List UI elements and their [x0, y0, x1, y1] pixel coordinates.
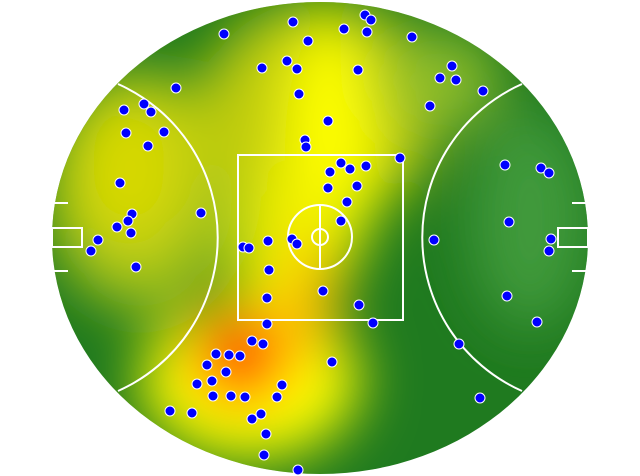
point: [450, 74, 462, 86]
point: [281, 55, 293, 67]
point: [291, 238, 303, 250]
point: [501, 290, 513, 302]
point: [477, 85, 489, 97]
point: [164, 405, 176, 417]
point: [434, 72, 446, 84]
point: [210, 348, 222, 360]
point: [276, 379, 288, 391]
point: [335, 215, 347, 227]
point: [317, 285, 329, 297]
point: [302, 35, 314, 47]
point: [271, 391, 283, 403]
point: [360, 160, 372, 172]
point: [326, 356, 338, 368]
point: [243, 242, 255, 254]
point: [111, 221, 123, 233]
point: [262, 235, 274, 247]
point: [201, 359, 213, 371]
point: [341, 196, 353, 208]
point: [287, 16, 299, 28]
point: [258, 449, 270, 461]
point: [428, 234, 440, 246]
point: [499, 159, 511, 171]
point: [122, 215, 134, 227]
point: [142, 140, 154, 152]
point: [145, 106, 157, 118]
point: [114, 177, 126, 189]
point: [291, 63, 303, 75]
point: [446, 60, 458, 72]
point: [324, 166, 336, 178]
point: [218, 28, 230, 40]
point: [453, 338, 465, 350]
point: [186, 407, 198, 419]
point: [85, 245, 97, 257]
point: [170, 82, 182, 94]
point: [352, 64, 364, 76]
point: [223, 349, 235, 361]
point: [543, 245, 555, 257]
point: [361, 26, 373, 38]
point: [261, 292, 273, 304]
point: [225, 390, 237, 402]
point: [195, 207, 207, 219]
point: [293, 88, 305, 100]
point: [424, 100, 436, 112]
point: [545, 233, 557, 245]
point: [474, 392, 486, 404]
point: [256, 62, 268, 74]
point: [191, 378, 203, 390]
point: [220, 366, 232, 378]
point: [535, 162, 547, 174]
point: [344, 163, 356, 175]
point: [234, 350, 246, 362]
point: [543, 167, 555, 179]
point: [246, 335, 258, 347]
point: [335, 157, 347, 169]
point: [353, 299, 365, 311]
point: [322, 182, 334, 194]
point: [260, 428, 272, 440]
point: [206, 375, 218, 387]
point: [125, 227, 137, 239]
point: [300, 141, 312, 153]
point: [257, 338, 269, 350]
point: [531, 316, 543, 328]
point: [394, 152, 406, 164]
point: [158, 126, 170, 138]
point: [255, 408, 267, 420]
point: [261, 318, 273, 330]
point: [118, 104, 130, 116]
point: [503, 216, 515, 228]
point: [292, 464, 304, 476]
point: [239, 391, 251, 403]
point: [406, 31, 418, 43]
point: [246, 413, 258, 425]
point: [120, 127, 132, 139]
point: [207, 390, 219, 402]
point: [365, 14, 377, 26]
point: [322, 115, 334, 127]
point: [367, 317, 379, 329]
point: [130, 261, 142, 273]
point: [351, 180, 363, 192]
point: [92, 234, 104, 246]
point: [138, 98, 150, 110]
point: [263, 264, 275, 276]
point: [338, 23, 350, 35]
